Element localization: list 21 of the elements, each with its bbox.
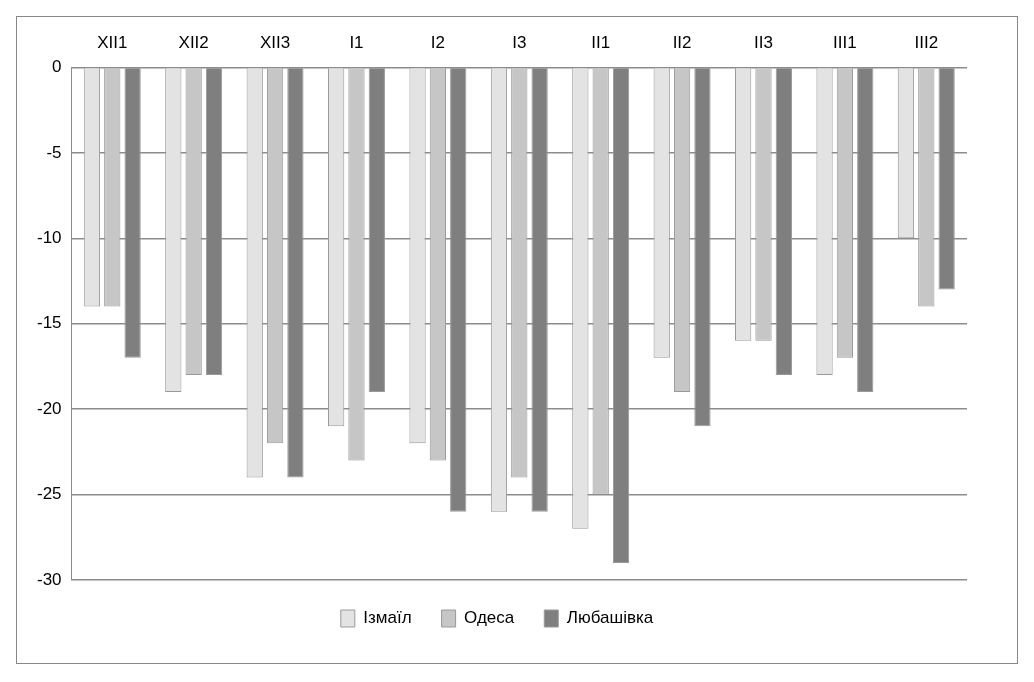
y-tick-label: -5: [46, 142, 62, 162]
x-tick-label: II3: [754, 32, 773, 52]
y-tick-label: 0: [52, 57, 62, 77]
y-tick-label: -30: [36, 569, 62, 589]
x-tick-label: XII1: [97, 32, 128, 52]
y-tick-label: -10: [36, 227, 62, 247]
legend-label: Ізмаїл: [363, 608, 412, 628]
y-tick-label: -25: [36, 484, 62, 504]
x-tick-label: II1: [591, 32, 611, 52]
legend-label: Любашівка: [566, 608, 654, 628]
x-tick-label: II2: [672, 32, 692, 52]
x-tick-label: III1: [833, 32, 857, 52]
x-tick-label: XII3: [259, 32, 291, 52]
x-tick-label: I1: [349, 32, 364, 52]
legend-label: Одеса: [464, 608, 515, 628]
y-tick-label: -20: [36, 398, 62, 418]
x-tick-label: XII2: [178, 32, 209, 52]
x-tick-label: I3: [512, 32, 527, 52]
x-tick-label: I2: [430, 32, 445, 52]
x-tick-label: III2: [914, 32, 939, 52]
y-tick-label: -15: [36, 313, 62, 333]
